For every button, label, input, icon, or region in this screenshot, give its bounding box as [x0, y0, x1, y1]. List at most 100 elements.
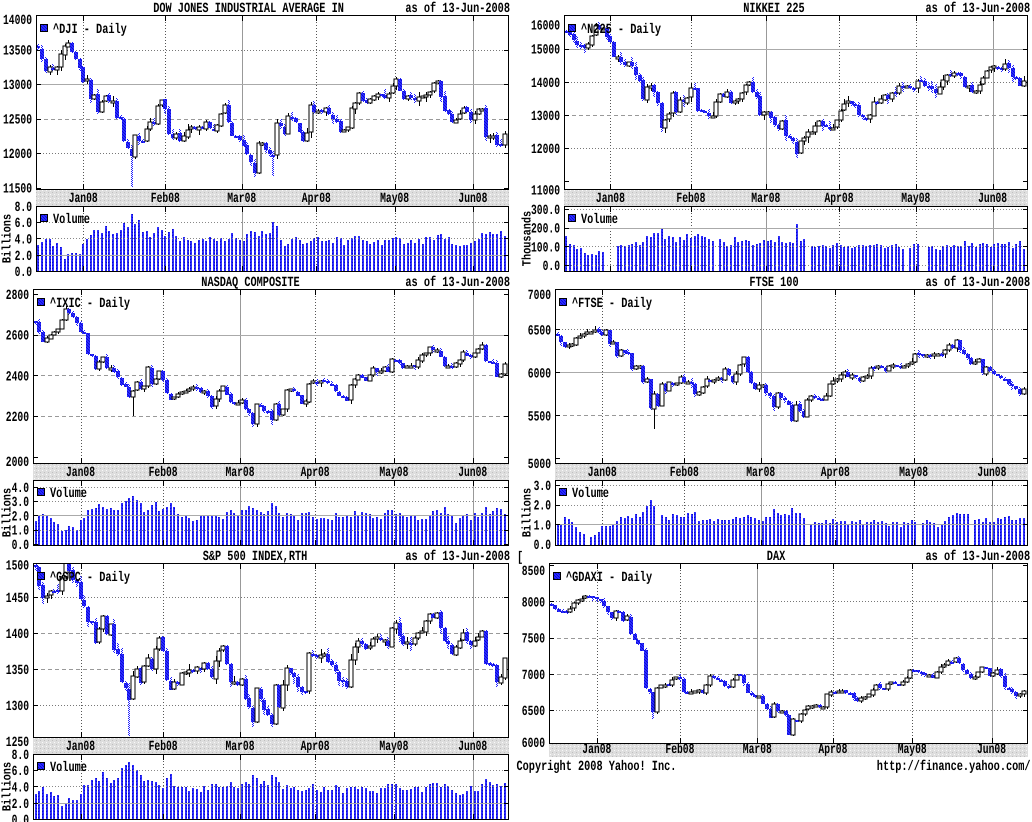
svg-text:Mar08: Mar08 [751, 191, 780, 207]
svg-text:^DJI - Daily: ^DJI - Daily [53, 22, 127, 38]
svg-text:6.0: 6.0 [12, 764, 29, 780]
svg-text:200.0: 200.0 [531, 222, 560, 238]
svg-text:8.0: 8.0 [15, 200, 32, 216]
svg-text:Feb08: Feb08 [665, 742, 694, 758]
svg-text:6500: 6500 [522, 704, 545, 720]
svg-text:^N225 - Daily: ^N225 - Daily [581, 22, 661, 38]
svg-text:5000: 5000 [528, 457, 551, 473]
svg-text:^GDAXI - Daily: ^GDAXI - Daily [566, 570, 653, 586]
svg-text:0.0: 0.0 [543, 259, 560, 275]
svg-text:Volume: Volume [50, 486, 87, 502]
svg-text:as of 13-Jun-2008: as of 13-Jun-2008 [405, 549, 510, 565]
svg-text:as of 13-Jun-2008: as of 13-Jun-2008 [926, 549, 1031, 565]
svg-text:Feb08: Feb08 [149, 739, 178, 755]
svg-text:Apr08: Apr08 [818, 742, 847, 758]
svg-text:4.0: 4.0 [15, 233, 32, 249]
svg-text:Jan08: Jan08 [588, 465, 617, 481]
svg-text:15000: 15000 [531, 43, 560, 59]
svg-text:May08: May08 [379, 465, 408, 481]
svg-text:8500: 8500 [522, 564, 545, 580]
svg-text:6000: 6000 [528, 366, 551, 382]
svg-text:Mar08: Mar08 [746, 465, 775, 481]
svg-text:Jan08: Jan08 [66, 465, 95, 481]
svg-text:S&P 500 INDEX,RTH: S&P 500 INDEX,RTH [203, 549, 308, 565]
svg-text:Thousands: Thousands [521, 211, 535, 266]
svg-text:1300: 1300 [6, 699, 29, 715]
svg-text:Jun08: Jun08 [977, 742, 1006, 758]
svg-text:May08: May08 [901, 191, 930, 207]
svg-text:DAX: DAX [767, 549, 786, 565]
svg-text:Billions: Billions [1, 214, 15, 263]
svg-text:7000: 7000 [528, 288, 551, 304]
svg-text:6.0: 6.0 [15, 216, 32, 232]
svg-text:6000: 6000 [522, 736, 545, 752]
svg-text:May08: May08 [899, 465, 928, 481]
svg-text:^GSPC - Daily: ^GSPC - Daily [50, 570, 130, 586]
svg-text:7000: 7000 [522, 668, 545, 684]
svg-text:2000: 2000 [6, 455, 29, 471]
svg-text:Apr08: Apr08 [302, 191, 331, 207]
svg-text:4.0: 4.0 [12, 481, 29, 497]
svg-text:11500: 11500 [3, 182, 32, 198]
svg-text:^FTSE - Daily: ^FTSE - Daily [572, 296, 652, 312]
svg-text:5500: 5500 [528, 409, 551, 425]
svg-text:8.0: 8.0 [12, 748, 29, 764]
svg-text:3.0: 3.0 [12, 495, 29, 511]
svg-text:Billions: Billions [1, 762, 15, 811]
svg-text:Billions: Billions [1, 488, 15, 537]
svg-text:12000: 12000 [3, 147, 32, 163]
svg-text:Volume: Volume [581, 212, 618, 228]
svg-text:0.0: 0.0 [12, 538, 29, 554]
svg-text:Jun08: Jun08 [978, 191, 1007, 207]
svg-text:Feb08: Feb08 [676, 191, 705, 207]
svg-text:Volume: Volume [572, 486, 609, 502]
svg-text:^IXIC - Daily: ^IXIC - Daily [50, 296, 130, 312]
svg-text:Jun08: Jun08 [458, 739, 487, 755]
svg-text:8000: 8000 [522, 595, 545, 611]
svg-text:1350: 1350 [6, 663, 29, 679]
svg-text:NASDAQ COMPOSITE: NASDAQ COMPOSITE [201, 275, 299, 291]
svg-text:13000: 13000 [531, 109, 560, 125]
svg-text:16000: 16000 [531, 19, 560, 35]
svg-text:4.0: 4.0 [12, 781, 29, 797]
svg-text:Copyright 2008 Yahoo! Inc.: Copyright 2008 Yahoo! Inc. [517, 759, 677, 775]
svg-text:Apr08: Apr08 [301, 465, 330, 481]
svg-text:2.0: 2.0 [12, 509, 29, 525]
svg-text:100.0: 100.0 [531, 240, 560, 256]
svg-text:2800: 2800 [6, 288, 29, 304]
svg-text:Mar08: Mar08 [227, 191, 256, 207]
svg-text:[: [ [517, 550, 523, 566]
svg-text:as of 13-Jun-2008: as of 13-Jun-2008 [405, 1, 510, 17]
svg-text:FTSE 100: FTSE 100 [749, 275, 798, 291]
svg-text:Volume: Volume [50, 760, 87, 776]
svg-text:2.0: 2.0 [12, 797, 29, 813]
svg-text:Mar08: Mar08 [226, 739, 255, 755]
svg-text:May08: May08 [898, 742, 927, 758]
svg-text:12500: 12500 [3, 113, 32, 129]
svg-text:Jun08: Jun08 [458, 465, 487, 481]
svg-text:1500: 1500 [6, 559, 29, 575]
svg-text:http://finance.yahoo.com/: http://finance.yahoo.com/ [877, 759, 1031, 775]
svg-text:1.0: 1.0 [534, 518, 551, 534]
svg-text:0.0: 0.0 [12, 813, 29, 822]
svg-text:Jan08: Jan08 [69, 191, 98, 207]
svg-text:11000: 11000 [531, 183, 560, 199]
svg-text:Jan08: Jan08 [596, 191, 625, 207]
svg-text:Apr08: Apr08 [821, 465, 850, 481]
svg-text:Feb08: Feb08 [151, 191, 180, 207]
svg-text:Jun08: Jun08 [458, 191, 487, 207]
svg-text:Volume: Volume [53, 212, 90, 228]
svg-text:as of 13-Jun-2008: as of 13-Jun-2008 [405, 275, 510, 291]
svg-text:14000: 14000 [3, 13, 32, 29]
svg-text:1250: 1250 [6, 735, 29, 751]
svg-text:14000: 14000 [531, 76, 560, 92]
svg-text:Jan08: Jan08 [66, 739, 95, 755]
svg-text:2.0: 2.0 [534, 499, 551, 515]
svg-text:May08: May08 [380, 191, 409, 207]
svg-text:Feb08: Feb08 [670, 465, 699, 481]
svg-text:Billions: Billions [521, 488, 535, 537]
svg-text:Apr08: Apr08 [825, 191, 854, 207]
svg-text:3.0: 3.0 [534, 479, 551, 495]
svg-text:2400: 2400 [6, 369, 29, 385]
svg-text:7500: 7500 [522, 632, 545, 648]
